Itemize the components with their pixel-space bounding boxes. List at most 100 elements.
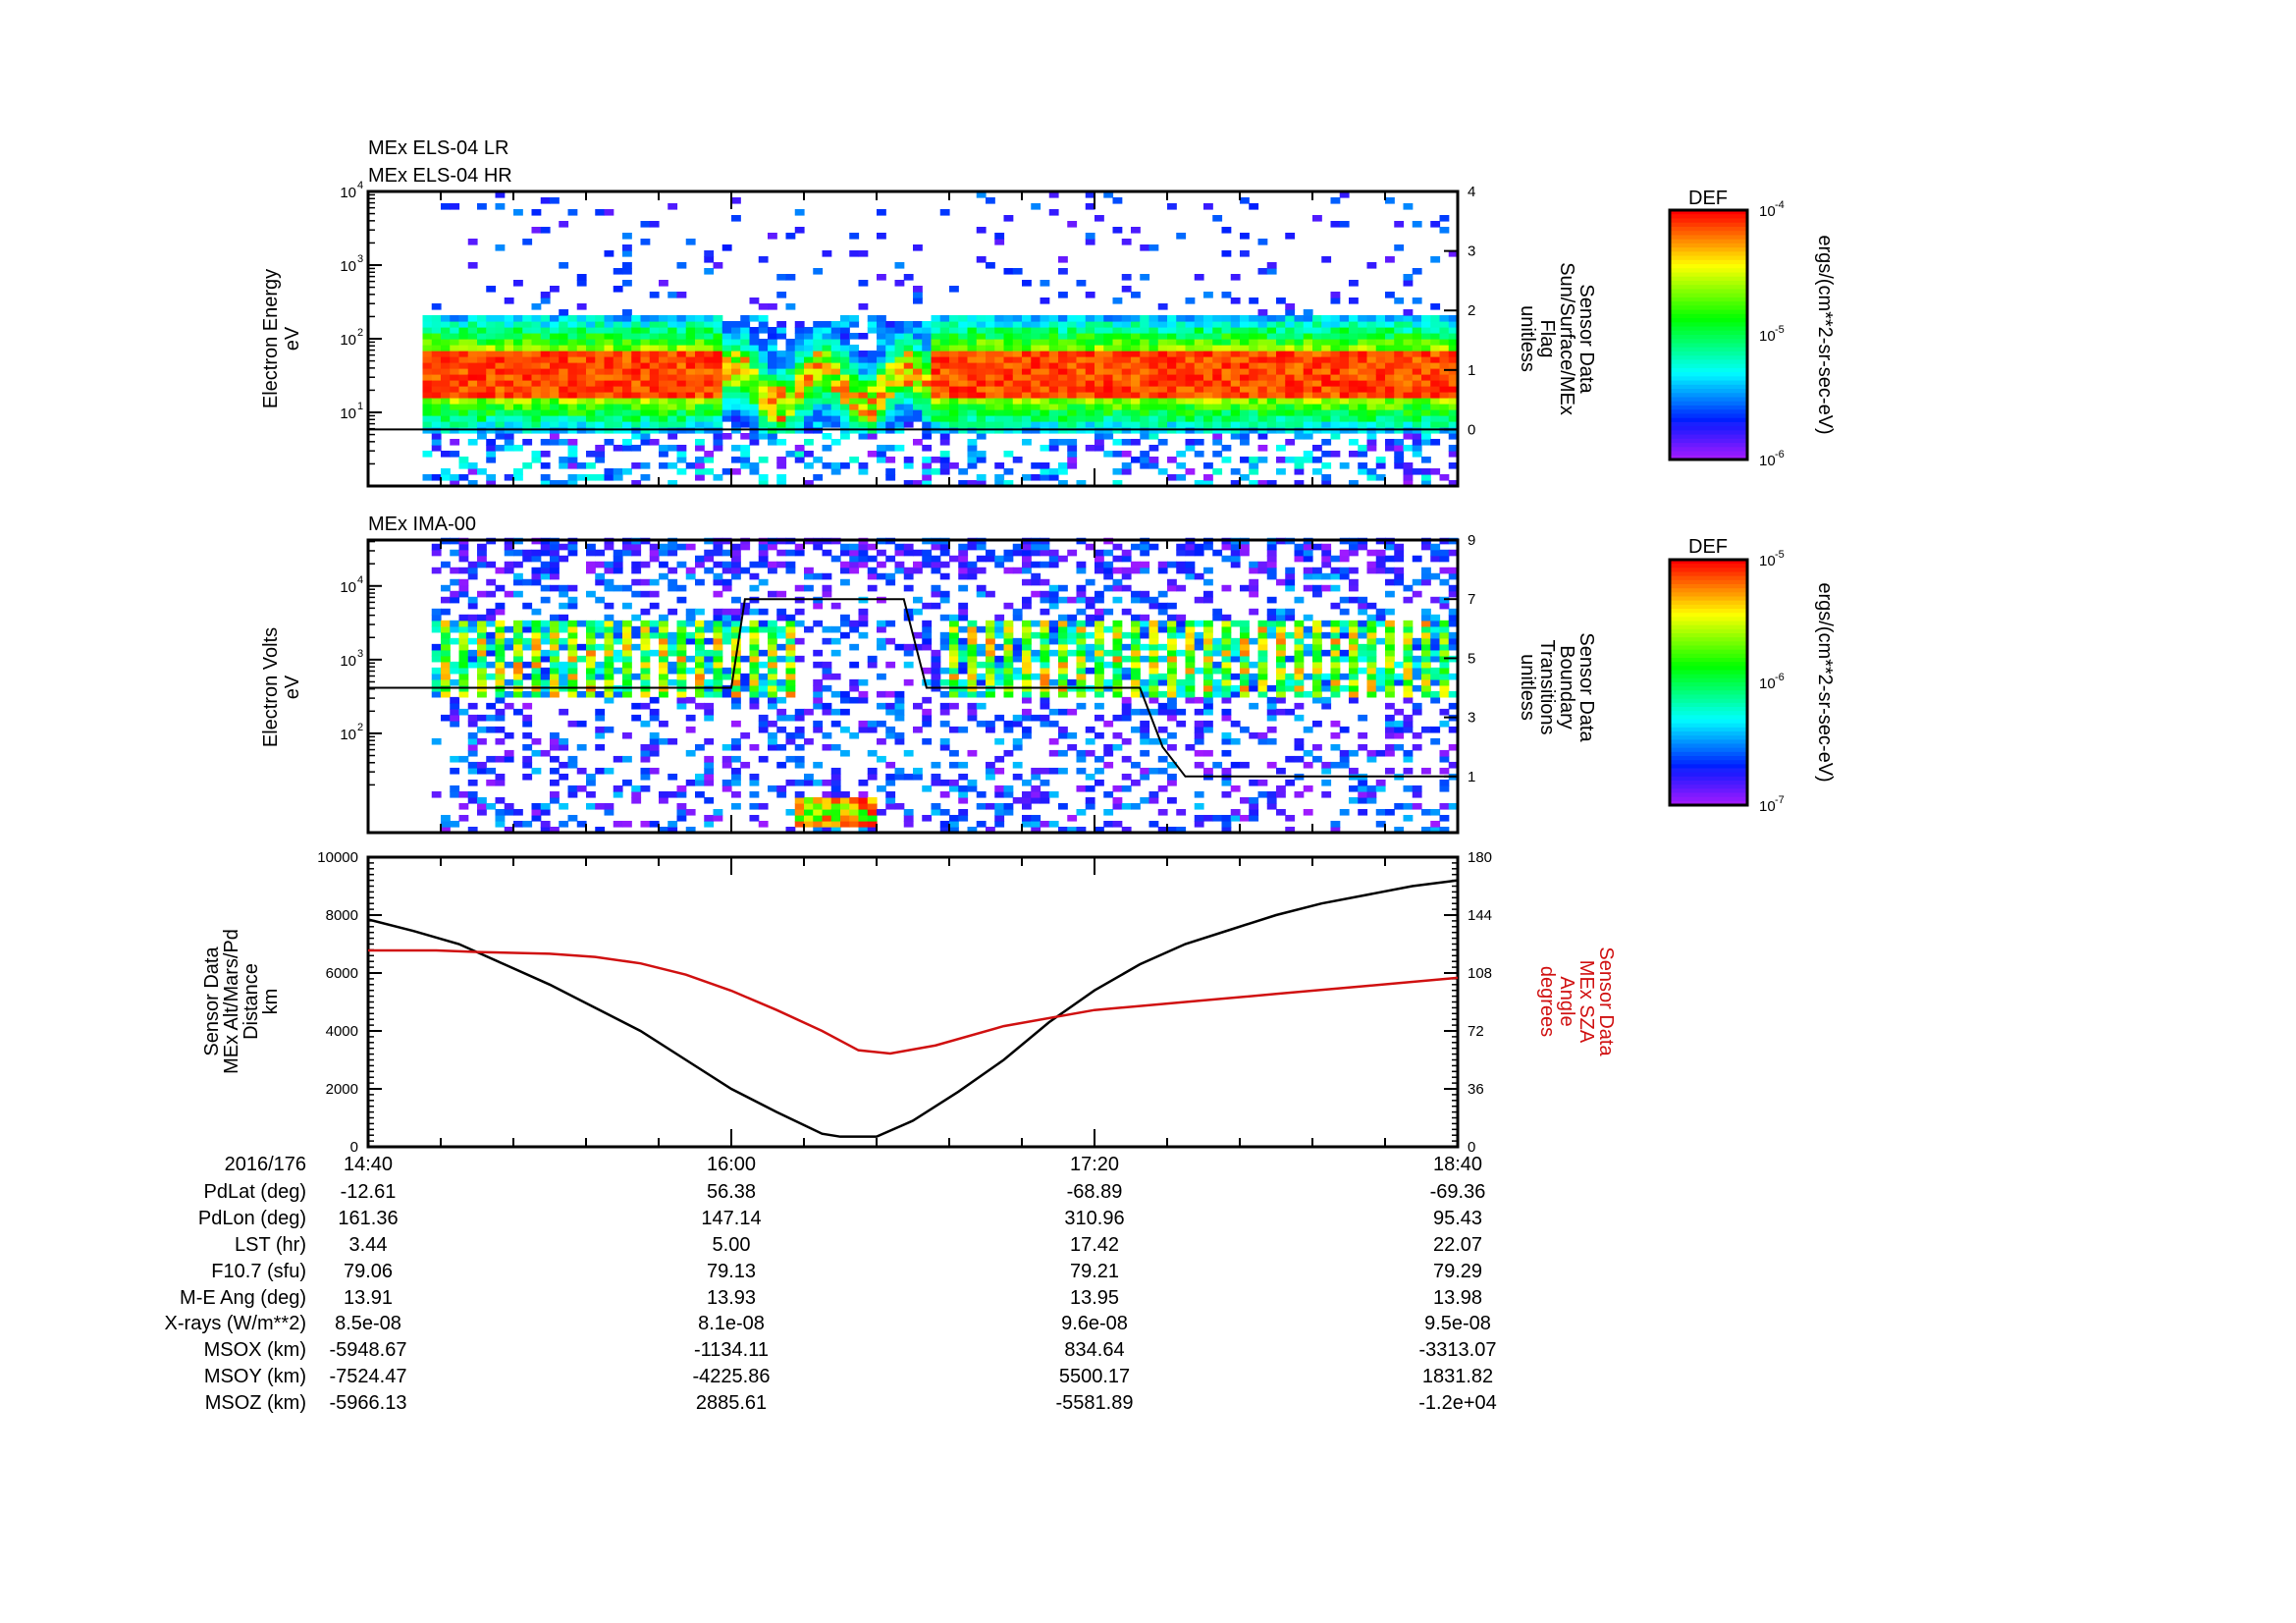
spectrogram-cell xyxy=(1058,315,1068,322)
spectrogram-cell xyxy=(939,561,950,568)
spectrogram-cell xyxy=(849,457,860,463)
spectrogram-cell xyxy=(1131,386,1141,393)
spectrogram-cell xyxy=(1048,356,1059,363)
spectrogram-cell xyxy=(667,203,678,210)
spectrogram-cell xyxy=(877,561,886,568)
spectrogram-cell xyxy=(431,404,442,410)
spectrogram-cell xyxy=(1439,356,1450,363)
spectrogram-cell xyxy=(1330,404,1341,410)
spectrogram-cell xyxy=(830,690,841,698)
spectrogram-cell xyxy=(1048,339,1059,346)
spectrogram-cell xyxy=(1185,327,1196,334)
spectrogram-cell xyxy=(513,368,523,375)
spectrogram-cell xyxy=(1339,374,1350,381)
spectrogram-cell xyxy=(794,209,805,216)
spectrogram-cell xyxy=(949,386,959,393)
spectrogram-cell xyxy=(986,802,995,810)
spectrogram-cell xyxy=(986,549,995,557)
spectrogram-cell xyxy=(649,549,660,557)
spectrogram-cell xyxy=(885,620,896,627)
spectrogram-cell xyxy=(913,415,923,422)
spectrogram-cell xyxy=(1257,380,1268,387)
spectrogram-cell xyxy=(1067,678,1078,686)
spectrogram-cell xyxy=(749,773,760,781)
spectrogram-cell xyxy=(1003,637,1014,645)
spectrogram-cell xyxy=(1095,643,1104,651)
spectrogram-cell xyxy=(1385,398,1395,405)
spectrogram-cell xyxy=(1131,625,1141,633)
spectrogram-cell xyxy=(450,362,460,369)
spectrogram-cell xyxy=(1003,480,1014,487)
spectrogram-cell xyxy=(595,667,606,675)
spectrogram-cell xyxy=(1095,415,1104,422)
spectrogram-cell xyxy=(1058,333,1068,340)
spectrogram-cell xyxy=(822,702,832,710)
spectrogram-cell xyxy=(939,380,950,387)
spectrogram-cell xyxy=(1103,561,1114,568)
spectrogram-cell xyxy=(813,720,824,728)
spectrogram-cell xyxy=(1430,362,1441,369)
spectrogram-cell xyxy=(967,784,978,792)
spectrogram-cell xyxy=(1285,439,1296,446)
spectrogram-cell xyxy=(613,315,623,322)
spectrogram-cell xyxy=(1012,374,1023,381)
spectrogram-cell xyxy=(1394,315,1405,322)
spectrogram-cell xyxy=(1121,368,1132,375)
spectrogram-cell xyxy=(1230,404,1241,410)
spectrogram-cell xyxy=(422,386,433,393)
spectrogram-cell xyxy=(967,649,978,657)
spectrogram-cell xyxy=(1157,673,1168,680)
spectrogram-cell xyxy=(1312,368,1322,375)
spectrogram-cell xyxy=(1303,362,1313,369)
spectrogram-cell xyxy=(785,374,796,381)
spectrogram-cell xyxy=(422,409,433,416)
spectrogram-cell xyxy=(1067,549,1078,557)
spectrogram-cell xyxy=(613,392,623,399)
spectrogram-cell xyxy=(1131,457,1141,463)
spectrogram-cell xyxy=(776,292,787,298)
spectrogram-cell xyxy=(1285,333,1296,340)
spectrogram-cell xyxy=(949,380,959,387)
spectrogram-cell xyxy=(504,362,514,369)
spectrogram-cell xyxy=(776,761,787,769)
spectrogram-cell xyxy=(1157,468,1168,475)
spectrogram-cell xyxy=(1012,649,1023,657)
spectrogram-cell xyxy=(1285,814,1296,822)
spectrogram-cell xyxy=(858,250,869,257)
spectrogram-cell xyxy=(1240,327,1250,334)
spectrogram-cell xyxy=(1040,767,1050,775)
spectrogram-cell xyxy=(576,303,587,310)
spectrogram-cell xyxy=(431,386,442,393)
spectrogram-cell xyxy=(1294,661,1305,669)
spectrogram-cell xyxy=(731,368,741,375)
spectrogram-cell xyxy=(1148,398,1159,405)
spectrogram-cell xyxy=(1085,374,1095,381)
spectrogram-cell xyxy=(740,409,751,416)
spectrogram-cell xyxy=(504,433,514,440)
spectrogram-cell xyxy=(1212,690,1223,698)
spectrogram-cell xyxy=(695,462,705,469)
spectrogram-cell xyxy=(1140,731,1150,739)
spectrogram-cell xyxy=(894,643,905,651)
spectrogram-cell xyxy=(1394,445,1405,452)
spectrogram-cell xyxy=(813,802,824,810)
spectrogram-cell xyxy=(1112,451,1123,458)
spectrogram-cell xyxy=(967,404,978,410)
spectrogram-cell xyxy=(731,445,741,452)
spectrogram-cell xyxy=(1321,339,1332,346)
spectrogram-cell xyxy=(986,620,995,627)
spectrogram-cell xyxy=(813,796,824,804)
spectrogram-cell xyxy=(1176,561,1187,568)
spectrogram-cell xyxy=(667,543,678,551)
spectrogram-cell xyxy=(495,351,506,357)
spectrogram-cell xyxy=(458,415,469,422)
spectrogram-cell xyxy=(676,631,687,639)
spectrogram-cell xyxy=(867,773,878,781)
spectrogram-cell xyxy=(659,386,668,393)
spectrogram-cell xyxy=(495,779,506,786)
spectrogram-cell xyxy=(1366,339,1377,346)
spectrogram-cell xyxy=(794,356,805,363)
spectrogram-cell xyxy=(903,274,914,281)
spectrogram-cell xyxy=(704,368,715,375)
spectrogram-cell xyxy=(1394,244,1405,251)
